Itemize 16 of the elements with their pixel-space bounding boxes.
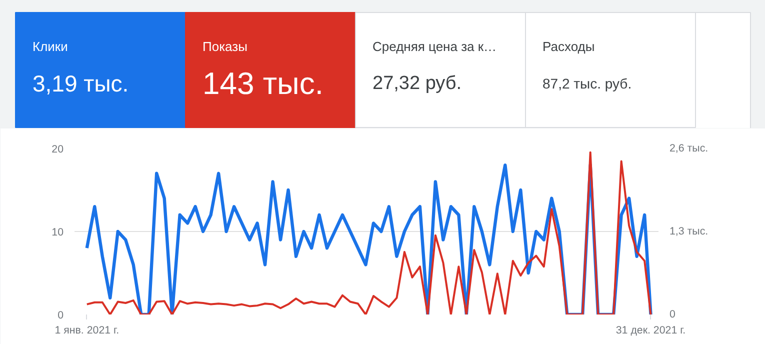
text: 3,19 тыс. <box>32 70 129 96</box>
x-tick-label: 1 янв. 2021 г. <box>54 324 120 336</box>
category-label: Клики <box>32 39 68 54</box>
text: 143 тыс. <box>202 66 324 101</box>
y2-tick-label: 2,6 тыс. <box>670 142 708 154</box>
y2-tick-label: 1,3 тыс. <box>670 226 708 238</box>
x-tick-label: 31 дек. 2021 г. <box>616 324 686 336</box>
category-label: Показы <box>202 39 248 54</box>
category-label: Средняя цена за к… <box>372 39 497 54</box>
y-tick-label: 20 <box>52 144 64 156</box>
y-tick-label: 0 <box>58 310 64 322</box>
y2-tick-label: 0 <box>670 308 676 320</box>
y-tick-label: 10 <box>52 226 64 238</box>
category-label: Расходы <box>542 39 595 54</box>
text: 87,2 тыс. руб. <box>542 76 632 92</box>
text: 27,32 руб. <box>372 73 462 94</box>
